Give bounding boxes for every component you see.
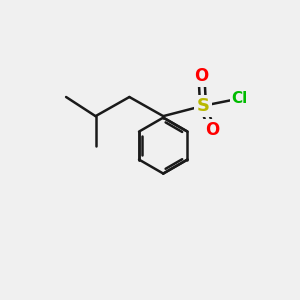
- Text: O: O: [194, 68, 209, 85]
- Text: Cl: Cl: [232, 91, 248, 106]
- Text: S: S: [196, 97, 209, 115]
- Text: O: O: [205, 121, 219, 139]
